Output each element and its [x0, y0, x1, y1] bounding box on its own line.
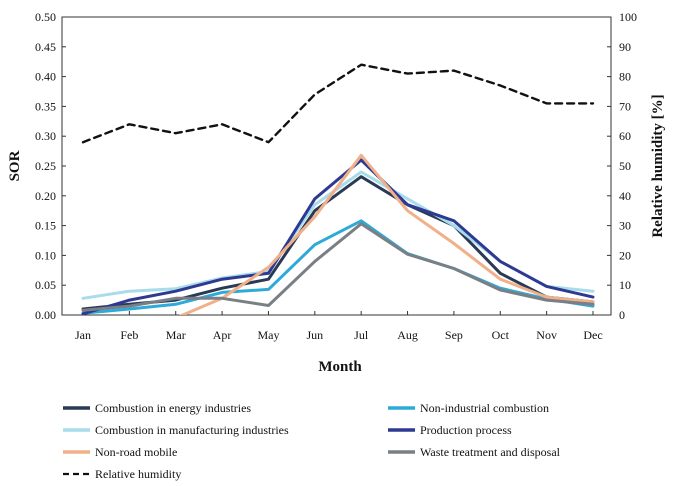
- x-tick-label: Mar: [166, 328, 186, 342]
- series-line-relative-humidity: [81, 63, 595, 144]
- legend: Combustion in energy industries Non-indus…: [63, 401, 561, 481]
- y2-axis-title: Relative humidity [%]: [650, 94, 666, 237]
- x-tick-label: Feb: [120, 328, 138, 342]
- x-tick-label: Jan: [75, 328, 91, 342]
- x-tick-label: Apr: [213, 328, 232, 342]
- y-tick-label: 0.25: [35, 159, 56, 173]
- y2-tick-label: 30: [619, 219, 631, 233]
- left-axis: 0.00 0.05 0.10 0.15 0.20 0.25 0.30 0.35 0.40 0.45…: [35, 10, 66, 322]
- y-tick-label: 0.00: [35, 308, 56, 322]
- x-tick-label: Aug: [397, 328, 418, 342]
- y2-tick-label: 10: [619, 278, 631, 292]
- x-tick-label: Sep: [445, 328, 463, 342]
- y2-tick-label: 60: [619, 129, 631, 143]
- y2-tick-label: 40: [619, 189, 631, 203]
- y-tick-label: 0.05: [35, 278, 56, 292]
- series-line-non-industrial-combustion: [81, 219, 595, 315]
- y2-tick-label: 70: [619, 99, 631, 113]
- y2-tick-label: 100: [619, 10, 637, 24]
- right-axis: 0 10 20 30 40 50 60 70 80 90 100: [607, 10, 637, 322]
- series-line-non-road-mobile: [178, 153, 595, 315]
- x-tick-label: Dec: [583, 328, 602, 342]
- y-axis-title: SOR: [7, 150, 23, 181]
- y2-tick-label: 50: [619, 159, 631, 173]
- plot-area: [61, 16, 612, 316]
- series-line-waste-treatment-and-disposal: [81, 222, 595, 312]
- x-tick-label: May: [257, 328, 279, 342]
- y-tick-label: 0.15: [35, 219, 56, 233]
- series-group: [81, 63, 595, 315]
- y-tick-label: 0.45: [35, 40, 56, 54]
- legend-label: Non-industrial combustion: [420, 401, 549, 415]
- legend-label: Relative humidity: [95, 467, 181, 481]
- x-tick-label: Oct: [492, 328, 510, 342]
- legend-label: Waste treatment and disposal: [420, 445, 561, 459]
- y-tick-label: 0.50: [35, 10, 56, 24]
- y2-tick-label: 20: [619, 248, 631, 262]
- series-line-combustion-in-manufacturing-industries: [81, 170, 595, 300]
- legend-label: Non-road mobile: [95, 445, 177, 459]
- y2-tick-label: 80: [619, 70, 631, 84]
- x-tick-label: Jun: [306, 328, 323, 342]
- y2-tick-label: 90: [619, 40, 631, 54]
- y-tick-label: 0.10: [35, 248, 56, 262]
- x-axis-title: Month: [318, 359, 362, 375]
- legend-label: Combustion in energy industries: [95, 401, 251, 415]
- y-tick-label: 0.35: [35, 99, 56, 113]
- y2-tick-label: 0: [619, 308, 625, 322]
- y-tick-label: 0.40: [35, 70, 56, 84]
- legend-label: Combustion in manufacturing industries: [95, 423, 289, 437]
- y-tick-label: 0.30: [35, 129, 56, 143]
- legend-label: Production process: [420, 423, 512, 437]
- series-line-production-process: [81, 158, 595, 315]
- x-tick-label: Jul: [354, 328, 369, 342]
- y-tick-label: 0.20: [35, 189, 56, 203]
- x-tick-label: Nov: [536, 328, 557, 342]
- x-axis: Jan Feb Mar Apr May Jun Jul Aug Sep Oct Nov Dec: [75, 311, 603, 342]
